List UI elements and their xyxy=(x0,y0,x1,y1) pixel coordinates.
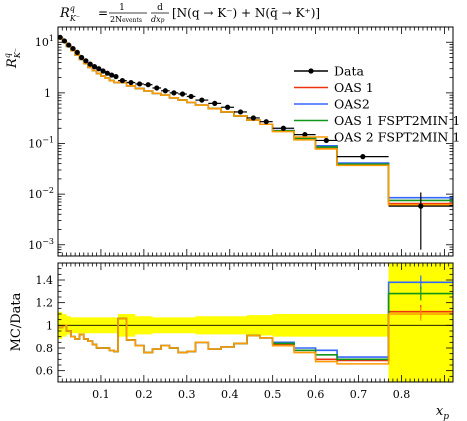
title-frac1-num: 1 xyxy=(119,3,125,13)
data-point-18 xyxy=(154,85,160,91)
data-point-20 xyxy=(171,90,177,96)
ratio-xtick-label-3: 0.4 xyxy=(221,388,239,401)
ratio-xtick-label-2: 0.3 xyxy=(178,388,196,401)
legend-label-2: OAS2 xyxy=(334,97,370,112)
legend-label-0: Data xyxy=(334,64,364,79)
data-point-0 xyxy=(58,34,63,40)
data-point-5 xyxy=(79,54,85,61)
data-point-30 xyxy=(302,131,308,138)
data-point-11 xyxy=(104,70,110,76)
ratio-xtick-label-6: 0.7 xyxy=(350,388,368,401)
chart-title: Rq K⁻ = 1 2Nevents d dxp [N(q → K⁻) + N(q̄ → K⁺… xyxy=(59,3,320,24)
main-ytick-label-0: 101 xyxy=(35,34,54,49)
title-eq: = xyxy=(98,6,108,20)
data-point-13 xyxy=(113,73,119,80)
data-point-22 xyxy=(188,93,194,100)
data-point-31 xyxy=(323,137,329,144)
data-point-1 xyxy=(61,38,68,44)
main-ytick-label-4: 10−3 xyxy=(28,237,54,252)
data-point-7 xyxy=(87,61,93,67)
data-point-9 xyxy=(96,66,102,72)
title-bracket: [N(q → K⁻) + N(q̄ → K⁺)] xyxy=(172,6,320,20)
legend-label-3: OAS 1 FSPT2MIN 1 xyxy=(334,113,460,128)
ratio-uncertainty-band xyxy=(58,263,453,382)
data-point-24 xyxy=(212,100,218,106)
data-point-4 xyxy=(74,49,80,56)
ratio-ytick-label-4: 1.4 xyxy=(36,274,54,287)
ratio-xtick-label-7: 0.8 xyxy=(393,388,411,401)
data-point-19 xyxy=(162,88,168,94)
data-point-29 xyxy=(280,125,287,131)
main-series-group xyxy=(58,34,453,250)
ratio-ytick-label-0: 0.6 xyxy=(36,365,54,378)
main-ytick-label-3: 10−2 xyxy=(28,186,54,201)
ratio-xtick-label-1: 0.2 xyxy=(135,388,153,401)
title-lhs: Rq K⁻ xyxy=(59,4,80,23)
ratio-ytick-label-3: 1.2 xyxy=(36,297,54,310)
data-point-14 xyxy=(119,77,126,84)
title-frac1-den: 2Nevents xyxy=(110,15,142,24)
data-point-8 xyxy=(91,64,98,70)
data-point-21 xyxy=(179,91,186,97)
ratio-line-3 xyxy=(58,313,453,365)
title-frac2-num: d xyxy=(157,3,163,13)
data-point-3 xyxy=(70,45,76,52)
legend-label-1: OAS 1 xyxy=(334,80,374,95)
data-point-16 xyxy=(136,81,143,87)
ratio-ytick-label-2: 1 xyxy=(46,319,53,332)
ratio-y-axis-label: MC/Data xyxy=(9,292,24,351)
data-point-12 xyxy=(109,72,115,78)
data-point-2 xyxy=(66,42,72,48)
data-point-28 xyxy=(263,119,269,125)
ratio-ytick-label-1: 0.8 xyxy=(36,342,54,355)
data-point-32 xyxy=(360,154,366,160)
data-point-6 xyxy=(83,58,89,64)
data-point-25 xyxy=(224,104,231,110)
y-axis-label: RqK⁻ xyxy=(3,48,22,69)
data-point-15 xyxy=(128,79,134,86)
ratio-xtick-label-0: 0.1 xyxy=(92,388,110,401)
main-ytick-label-1: 1 xyxy=(44,87,51,100)
main-ytick-label-2: 10−1 xyxy=(28,136,54,151)
data-point-33 xyxy=(418,203,424,209)
data-point-26 xyxy=(237,109,244,115)
ratio-band-group xyxy=(58,263,453,382)
title-frac2-den: dxp xyxy=(151,15,165,24)
ratio-series-group xyxy=(58,275,453,365)
ratio-xtick-label-5: 0.6 xyxy=(307,388,325,401)
x-axis-label: xp xyxy=(436,404,449,421)
legend-marker-data xyxy=(308,68,314,74)
data-point-17 xyxy=(145,82,151,88)
data-point-10 xyxy=(100,68,106,74)
legend-label-4: OAS 2 FSPT2MIN 1 xyxy=(334,130,460,145)
ratio-xtick-label-4: 0.5 xyxy=(264,388,282,401)
data-point-27 xyxy=(250,115,256,121)
data-point-23 xyxy=(199,97,205,103)
